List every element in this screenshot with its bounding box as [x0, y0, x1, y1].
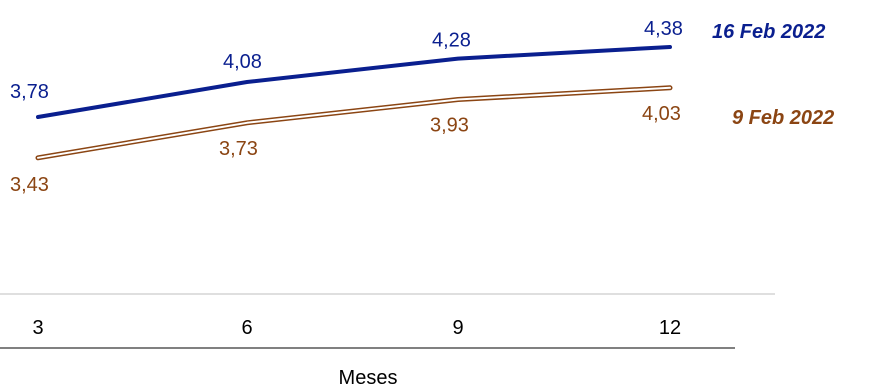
data-label: 4,08	[223, 51, 262, 73]
data-label: 3,43	[10, 174, 49, 196]
data-label: 4,03	[642, 103, 681, 125]
legend-entry-16-feb-2022: 16 Feb 2022	[712, 21, 825, 43]
data-label: 3,93	[430, 115, 469, 137]
data-label: 3,78	[10, 81, 49, 103]
x-tick-label: 9	[452, 317, 463, 339]
x-tick-label: 12	[659, 317, 681, 339]
series-line-9-feb-2022-inner	[37, 86, 671, 159]
legend-entry-9-feb-2022: 9 Feb 2022	[732, 107, 834, 129]
x-axis-title: Meses	[339, 367, 398, 389]
x-tick-label: 3	[32, 317, 43, 339]
series-line-9-feb-2022	[35, 85, 673, 161]
data-label: 3,73	[219, 138, 258, 160]
series-line-16-feb-2022	[36, 45, 672, 119]
data-label: 4,28	[432, 30, 471, 52]
x-tick-label: 6	[241, 317, 252, 339]
data-label: 4,38	[644, 18, 683, 40]
